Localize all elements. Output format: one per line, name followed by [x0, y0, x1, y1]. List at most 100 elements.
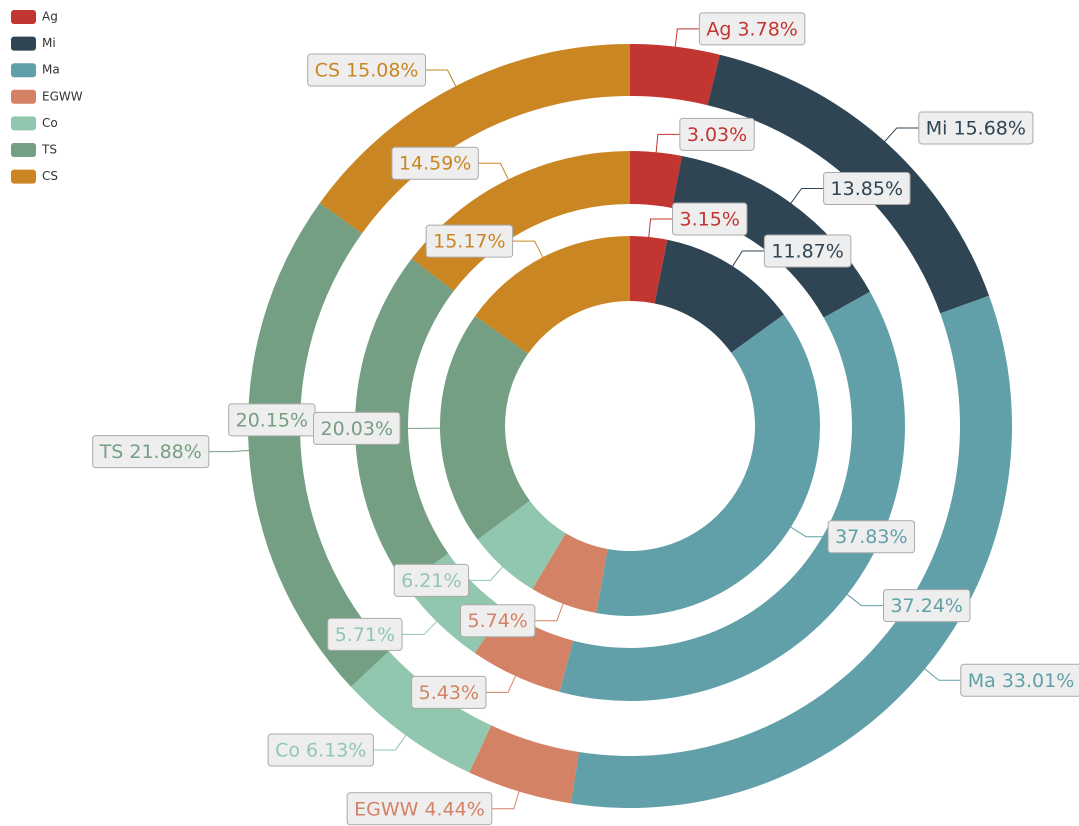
label-box: [679, 117, 755, 151]
donut-segment: [630, 151, 683, 209]
data-label: Ag 3.78%: [698, 12, 806, 46]
label-text: 13.85%: [831, 178, 903, 200]
donut-segment: [532, 533, 608, 613]
label-text: CS 15.08%: [315, 60, 419, 82]
leader-line: [789, 187, 824, 205]
data-label: 6.21%: [393, 563, 470, 597]
donut-segment: [319, 44, 630, 234]
data-label: 3.15%: [672, 202, 748, 236]
leader-line: [655, 133, 680, 155]
data-label: CS 15.08%: [307, 53, 427, 87]
label-text: EGWW 4.44%: [354, 798, 485, 820]
leader-line: [534, 601, 565, 622]
legend-label[interactable]: Ma: [42, 63, 60, 77]
donut-segment: [630, 44, 720, 106]
data-label: 11.87%: [763, 234, 852, 268]
label-text: 37.83%: [835, 526, 907, 548]
donut-segment: [630, 236, 668, 304]
leader-line: [845, 592, 884, 607]
leader-line: [208, 449, 251, 453]
label-text: Ma 33.01%: [968, 670, 1075, 692]
legend-swatch[interactable]: [11, 116, 36, 131]
donut-segment: [654, 239, 784, 353]
data-label: 37.83%: [827, 520, 916, 554]
label-text: 11.87%: [771, 240, 843, 262]
label-text: 15.17%: [433, 231, 505, 253]
data-label: 14.59%: [391, 146, 479, 180]
donut-segment: [477, 500, 566, 589]
label-box: [918, 111, 1034, 145]
label-text: 14.59%: [399, 153, 471, 175]
label-box: [763, 234, 852, 268]
data-label: 20.15%: [228, 403, 316, 437]
legend-item[interactable]: CS: [11, 169, 58, 184]
label-text: 5.71%: [335, 624, 395, 646]
leader-line: [478, 162, 510, 182]
legend-swatch[interactable]: [11, 10, 36, 24]
legend-label[interactable]: TS: [41, 143, 57, 157]
data-label: Mi 15.68%: [918, 111, 1034, 145]
donut-segment: [355, 258, 454, 584]
data-label: 13.85%: [823, 171, 911, 205]
donut-segment: [469, 725, 579, 804]
data-label: 5.43%: [411, 675, 487, 709]
legend-swatch[interactable]: [11, 63, 36, 78]
label-text: TS 21.88%: [99, 441, 202, 463]
label-text: Mi 15.68%: [926, 117, 1026, 139]
legend-item[interactable]: TS: [11, 143, 57, 158]
legend-swatch[interactable]: [11, 169, 36, 184]
leader-line: [648, 218, 673, 239]
label-text: 37.24%: [891, 595, 963, 617]
label-box: [327, 617, 403, 651]
data-label: Co 6.13%: [267, 733, 374, 767]
label-box: [823, 171, 911, 205]
legend-label[interactable]: Co: [42, 116, 58, 130]
legend-item[interactable]: Ma: [11, 63, 60, 78]
donut-segment: [596, 314, 821, 617]
legend-item[interactable]: Mi: [11, 36, 56, 51]
label-text: Co 6.13%: [275, 739, 366, 761]
label-box: [698, 12, 806, 46]
label-box: [827, 520, 916, 554]
label-box: [425, 224, 514, 258]
data-label: 3.03%: [679, 117, 755, 151]
legend-label[interactable]: CS: [42, 169, 58, 183]
label-box: [267, 733, 374, 767]
label-text: 5.74%: [467, 610, 527, 632]
leader-line: [674, 28, 700, 49]
label-box: [391, 146, 479, 180]
legend-label[interactable]: EGWW: [42, 89, 83, 103]
leader-line: [486, 674, 517, 693]
label-text: 5.43%: [419, 682, 479, 704]
label-box: [672, 202, 748, 236]
label-box: [411, 675, 487, 709]
label-box: [960, 663, 1079, 697]
label-text: Ag 3.78%: [706, 18, 797, 40]
leader-line: [373, 733, 408, 751]
label-text: 20.03%: [321, 418, 393, 440]
label-text: 20.15%: [236, 409, 308, 431]
data-label: 5.74%: [459, 604, 536, 638]
data-label: 20.03%: [313, 411, 401, 445]
legend-label[interactable]: Mi: [42, 36, 56, 50]
donut-segment: [707, 54, 990, 314]
leader-line: [512, 240, 545, 260]
data-label: 37.24%: [883, 589, 971, 623]
leader-line: [923, 667, 961, 681]
legend-swatch[interactable]: [11, 89, 36, 104]
leader-line: [883, 127, 919, 144]
label-text: 6.21%: [401, 570, 461, 592]
legend-item[interactable]: Ag: [11, 10, 58, 25]
legend-label[interactable]: Ag: [42, 10, 58, 24]
leader-line: [425, 69, 458, 89]
legend-swatch[interactable]: [11, 143, 36, 157]
legend-item[interactable]: EGWW: [11, 89, 83, 104]
leader-line: [402, 619, 439, 635]
leader-line: [491, 789, 521, 810]
legend-item[interactable]: Co: [11, 116, 58, 131]
label-box: [92, 435, 210, 469]
leader-line: [468, 565, 505, 581]
legend-swatch[interactable]: [11, 36, 36, 51]
label-box: [459, 604, 536, 638]
